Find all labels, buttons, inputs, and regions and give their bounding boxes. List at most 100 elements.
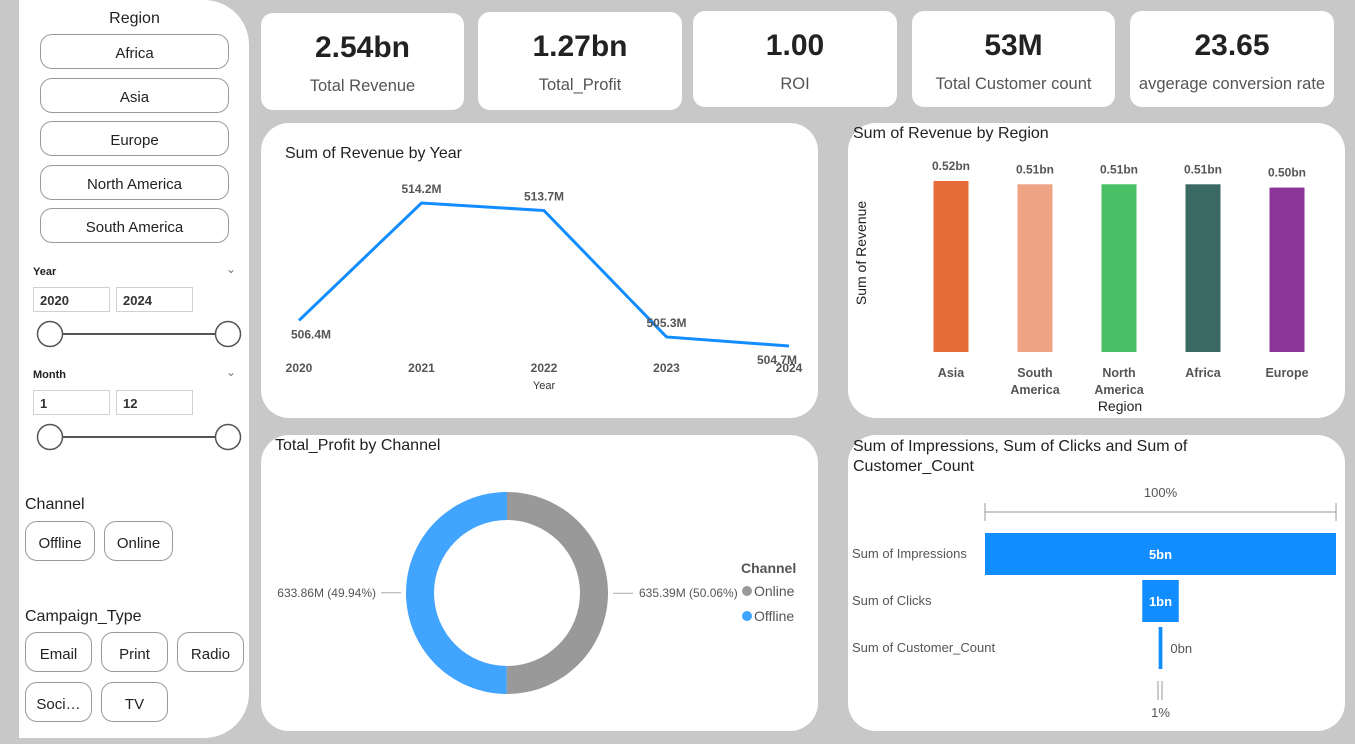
range-input[interactable]: 12 <box>116 390 193 415</box>
category-label: Sum of Clicks <box>852 593 932 608</box>
x-tick-label: 2021 <box>408 361 435 375</box>
slider-handle <box>36 423 64 451</box>
slicer-button[interactable]: Offline <box>25 521 95 561</box>
x-tick-label: 2024 <box>776 361 803 375</box>
kpi-label: ROI <box>780 75 810 93</box>
conversion-label: 100% <box>1144 485 1178 500</box>
legend-marker <box>742 611 752 621</box>
x-axis-title: Region <box>1097 398 1143 414</box>
funnel-bar <box>985 533 1336 575</box>
chevron: ⌄ <box>226 262 237 276</box>
kpi-label: Total_Profit <box>538 76 622 94</box>
x-tick-label: Asia <box>937 366 965 380</box>
x-tick-label: 2023 <box>653 361 680 375</box>
slider-handle <box>36 320 64 348</box>
chart-title: Sum of Revenue by Region <box>853 125 1049 142</box>
kpi-card <box>478 12 682 110</box>
donut-slice <box>506 492 608 694</box>
category-label: Sum of Impressions <box>852 546 967 561</box>
data-label: 504.7M <box>757 353 797 367</box>
slicer-button[interactable]: Print <box>101 632 168 672</box>
bar <box>1269 187 1305 352</box>
range-input[interactable]: 2020 <box>33 287 110 312</box>
chart-title: Sum of Revenue by Year <box>285 145 463 162</box>
chart-card <box>848 123 1345 418</box>
legend-item: Online <box>754 583 795 599</box>
kpi-card <box>912 11 1115 107</box>
x-tick-label: 2020 <box>286 361 313 375</box>
range-input[interactable]: 2024 <box>116 287 193 312</box>
data-label: 513.7M <box>524 190 564 204</box>
funnel-bar <box>1158 627 1163 669</box>
slicer-button[interactable]: Email <box>25 632 92 672</box>
data-label: 505.3M <box>646 316 686 330</box>
kpi-value: 2.54bn <box>314 31 411 64</box>
funnel-bar <box>1142 580 1179 622</box>
slicer-button[interactable]: North America <box>40 164 229 200</box>
chart-title: Sum of Impressions, Sum of Clicks and Su… <box>853 438 1188 475</box>
chart-card <box>261 123 818 418</box>
x-tick-label: South America <box>1010 366 1060 397</box>
data-label: 0.51bn <box>1184 162 1222 176</box>
kpi-value: 1.00 <box>765 29 825 62</box>
chart-title: Total_Profit by Channel <box>275 437 441 454</box>
kpi-label: Total Revenue <box>309 77 416 95</box>
x-tick-label: Europe <box>1265 366 1309 380</box>
chevron: ⌄ <box>226 365 237 379</box>
filter-panel <box>19 0 249 738</box>
slicer-button[interactable]: South America <box>40 208 229 243</box>
kpi-label: avgerage conversion rate <box>1138 75 1326 93</box>
slider-handle <box>214 423 242 451</box>
legend-title: Channel <box>741 560 797 576</box>
data-label: 0.51bn <box>1100 162 1138 176</box>
donut-slice <box>405 492 507 694</box>
bar <box>1017 184 1053 352</box>
data-label: 506.4M <box>291 327 331 341</box>
range-input[interactable]: 1 <box>33 390 110 415</box>
conversion-label: 1% <box>1151 705 1170 720</box>
slicer-button[interactable]: Soci… <box>25 682 92 722</box>
slider-handle <box>214 320 242 348</box>
data-label: 633.86M (49.94%) <box>277 586 376 600</box>
slicer-title: Region <box>109 10 160 27</box>
bar <box>1185 184 1221 352</box>
data-label: 0.50bn <box>1268 166 1306 180</box>
line-series <box>297 201 790 348</box>
slicer-button[interactable]: Online <box>104 521 173 561</box>
data-label: 0.52bn <box>932 159 970 173</box>
kpi-card <box>261 13 464 110</box>
legend-item: Offline <box>754 608 795 624</box>
slicer-button[interactable]: Asia <box>40 77 229 113</box>
data-label: 635.39M (50.06%) <box>639 586 738 600</box>
chart-card <box>848 435 1345 731</box>
bar <box>1101 184 1137 352</box>
slicer-button[interactable]: Africa <box>40 34 229 69</box>
kpi-card <box>1130 11 1334 107</box>
y-axis-title: Sum of Revenue <box>853 201 869 305</box>
data-label: 0bn <box>1170 641 1192 656</box>
x-tick-label: North America <box>1094 366 1144 397</box>
slicer-title: Month <box>33 369 66 381</box>
slicer-button[interactable]: TV <box>101 682 168 722</box>
kpi-label: Total Customer count <box>935 75 1092 93</box>
data-label: 5bn <box>1149 547 1172 562</box>
kpi-value: 23.65 <box>1194 29 1270 62</box>
x-tick-label: 2022 <box>531 361 558 375</box>
legend-marker <box>742 586 752 596</box>
data-label: 1bn <box>1149 594 1172 609</box>
data-label: 0.51bn <box>1016 162 1054 176</box>
bar <box>933 181 969 352</box>
slicer-button[interactable]: Europe <box>40 121 229 156</box>
slicer-title: Year <box>33 266 57 278</box>
slicer-button[interactable]: Radio <box>177 632 244 672</box>
slicer-title: Channel <box>25 496 85 513</box>
data-label: 514.2M <box>401 182 441 196</box>
kpi-card <box>693 11 897 107</box>
kpi-value: 1.27bn <box>532 30 628 63</box>
x-axis-title: Year <box>533 380 556 392</box>
slicer-title: Campaign_Type <box>25 608 142 625</box>
kpi-value: 53M <box>984 29 1043 62</box>
x-tick-label: Africa <box>1185 366 1221 380</box>
category-label: Sum of Customer_Count <box>852 640 996 655</box>
